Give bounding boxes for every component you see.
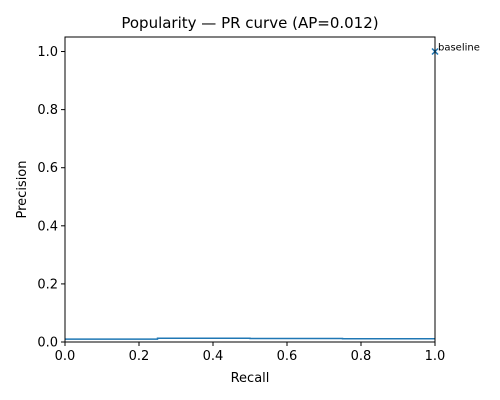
x-axis-label: Recall [231, 371, 270, 386]
y-axis-ticks: 0.0 0.2 0.4 0.6 0.8 1.0 [37, 45, 65, 351]
baseline-label: baseline [438, 43, 480, 54]
plot-area: baseline [65, 43, 480, 340]
pr-curve-line [65, 337, 435, 340]
y-tick-label: 1.0 [37, 45, 58, 60]
x-tick-label: 0.0 [55, 349, 76, 364]
x-axis-ticks: 0.0 0.2 0.4 0.6 0.8 1.0 [55, 342, 446, 364]
x-tick-label: 0.2 [129, 349, 150, 364]
x-tick-label: 0.6 [277, 349, 298, 364]
chart-title: Popularity — PR curve (AP=0.012) [121, 14, 378, 32]
y-tick-label: 0.8 [37, 103, 58, 118]
y-tick-label: 0.6 [37, 161, 58, 176]
x-tick-label: 1.0 [425, 349, 446, 364]
y-tick-label: 0.2 [37, 277, 58, 292]
x-tick-label: 0.4 [203, 349, 224, 364]
x-tick-label: 0.8 [351, 349, 372, 364]
y-tick-label: 0.4 [37, 219, 58, 234]
y-axis-label: Precision [15, 160, 30, 218]
plot-frame [64, 36, 436, 343]
y-tick-label: 0.0 [37, 336, 58, 351]
